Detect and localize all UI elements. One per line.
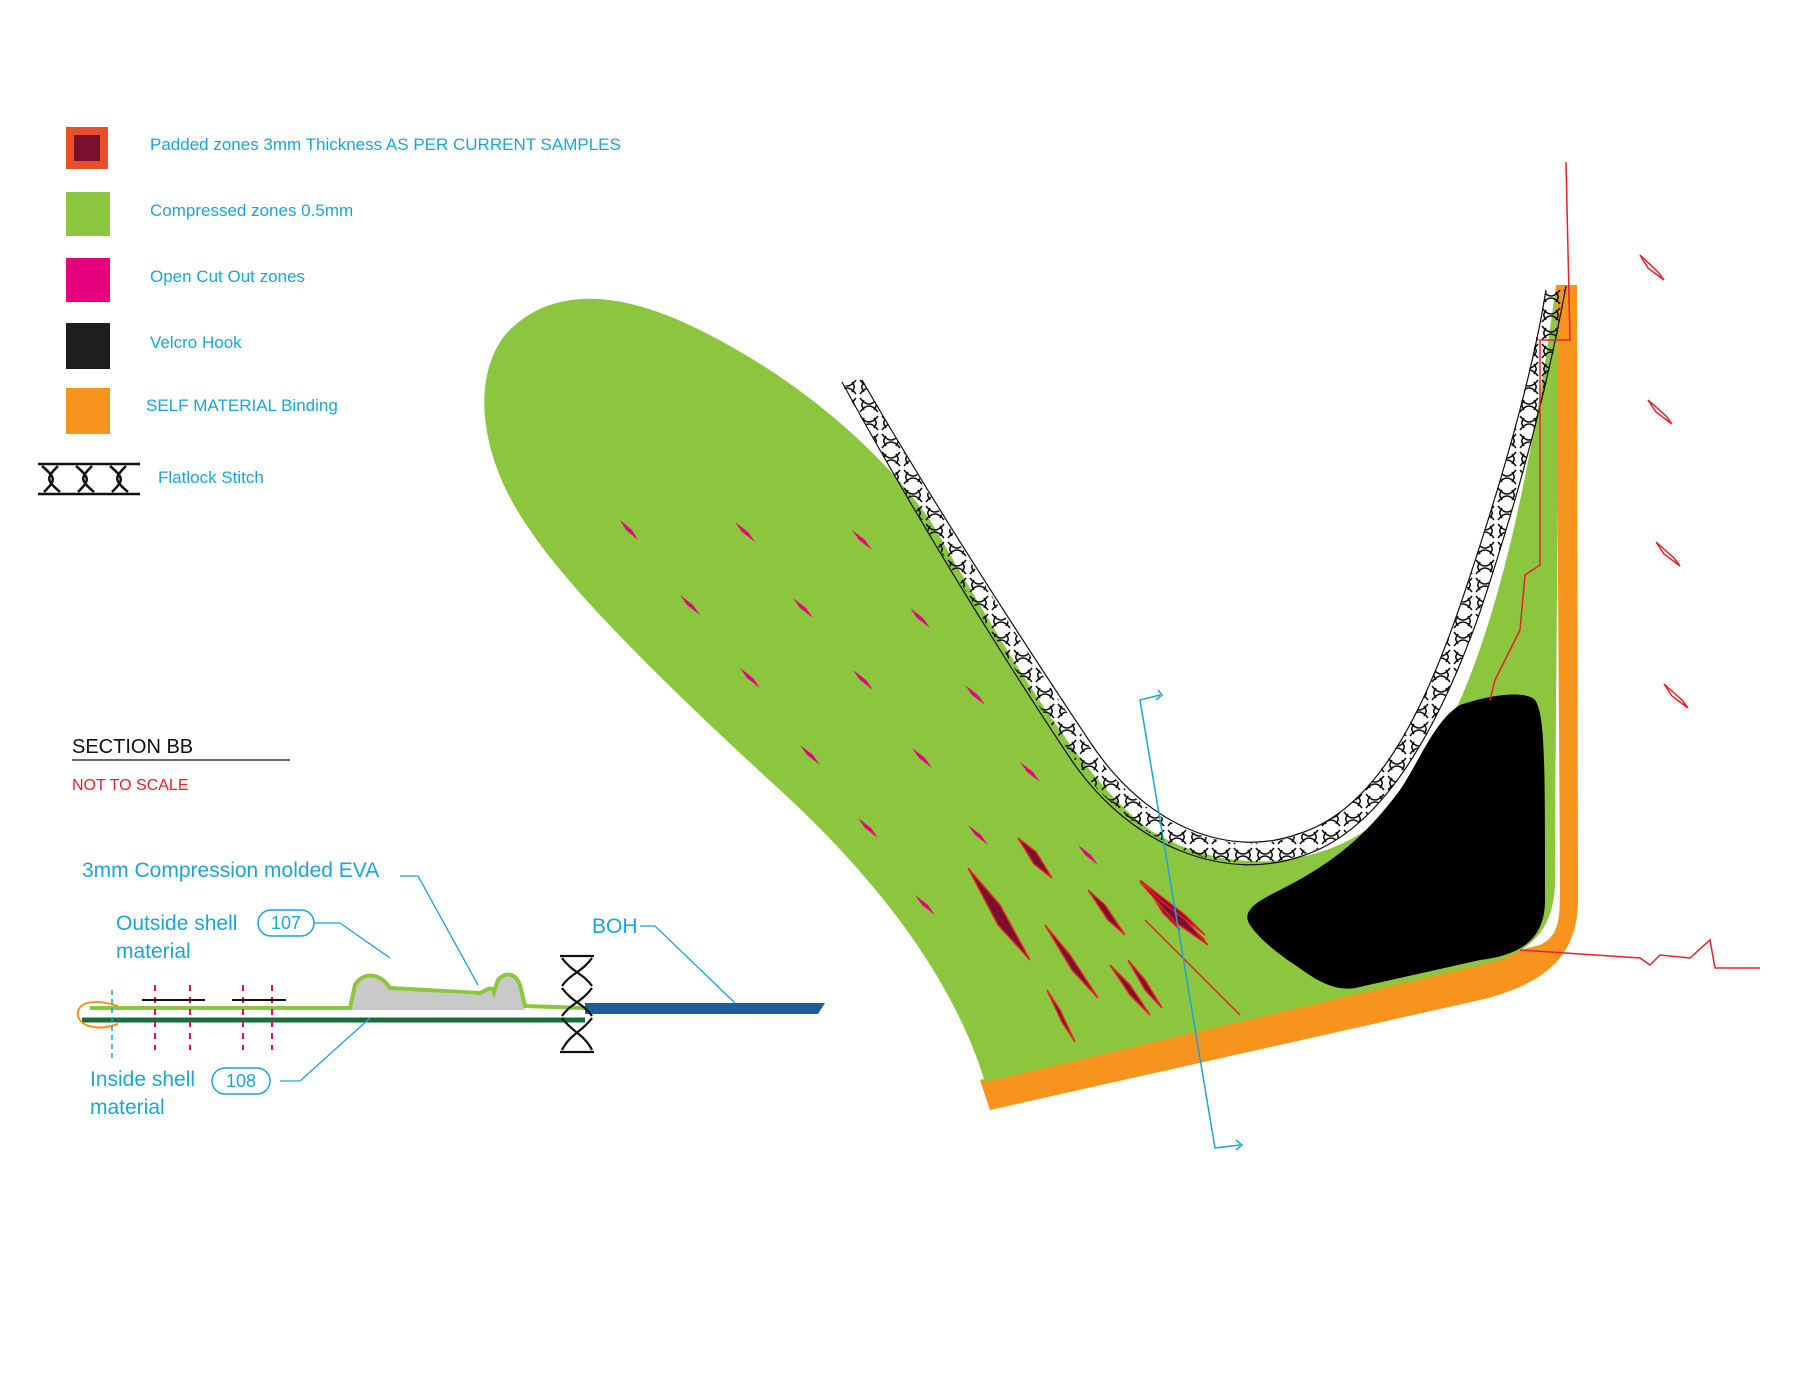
section-title: SECTION BB [72, 736, 193, 758]
flatlock-stitch-seam-edge [841, 285, 1567, 866]
section-callouts [280, 875, 736, 1082]
cutout-zone [965, 685, 985, 705]
padded-zones [967, 837, 1241, 1043]
padded-zone [1139, 879, 1206, 936]
legend-item-flatlock: Flatlock Stitch [38, 462, 264, 496]
padded-swatch-inner [74, 135, 100, 161]
flatlock-stitch-icon [560, 954, 594, 1054]
legend-item-cutout: Open Cut Out zones [66, 258, 305, 302]
section-cut-line [1139, 689, 1244, 1151]
legend-item-compressed: Compressed zones 0.5mm [66, 192, 353, 236]
legend-label-padded: Padded zones 3mm Thickness AS PER CURREN… [150, 135, 621, 154]
inside-shell-label-1: Inside shell [90, 1068, 195, 1091]
inside-leader [280, 1017, 371, 1082]
eva-layer [350, 974, 525, 1010]
legend-label-binding: SELF MATERIAL Binding [146, 396, 338, 415]
cutout-zone [793, 598, 813, 618]
eva-leader [400, 875, 479, 986]
badge-107-text: 107 [271, 913, 301, 933]
padded-zone [1044, 924, 1099, 999]
cutout-zone [735, 522, 755, 542]
velcro-hook-zone [1247, 694, 1545, 989]
cutout-zone [852, 530, 872, 550]
legend-label-velcro: Velcro Hook [150, 333, 242, 352]
badge-107: 107 [257, 909, 315, 937]
legend-label-cutout: Open Cut Out zones [150, 267, 305, 286]
binding-loop [76, 1001, 119, 1029]
cutout-zone [680, 595, 700, 615]
legend: Padded zones 3mm Thickness AS PER CURREN… [38, 127, 621, 496]
padded-zone [1087, 889, 1126, 936]
cutout-zone [912, 748, 932, 768]
boh-leader [640, 925, 736, 1004]
padded-zone [1046, 989, 1076, 1043]
main-panel [484, 161, 1760, 1151]
binding-swatch [66, 388, 110, 434]
cutout-zone [910, 608, 930, 628]
outside-shell-label-2: material [116, 940, 191, 963]
cutout-zone [915, 895, 935, 915]
outside-shell-label-1: Outside shell [116, 912, 237, 935]
padded-zone [1127, 959, 1163, 1009]
legend-label-compressed: Compressed zones 0.5mm [150, 201, 353, 220]
section-layers [76, 954, 825, 1062]
padded-zone [967, 867, 1031, 961]
cutout-zone [968, 825, 988, 845]
legend-item-padded: Padded zones 3mm Thickness AS PER CURREN… [66, 127, 621, 169]
flatlock-stitch-seam [843, 286, 1566, 864]
cutout-zone [1078, 845, 1098, 865]
cutout-zone [740, 668, 760, 688]
cutout-zone [1020, 762, 1040, 782]
flatlock-stitch-icon [38, 462, 140, 496]
badge-108: 108 [211, 1067, 271, 1095]
velcro-swatch [66, 323, 110, 369]
inside-shell-label-2: material [90, 1096, 165, 1119]
reference-line-red [1489, 161, 1760, 969]
cutout-zone [858, 818, 878, 838]
legend-item-binding: SELF MATERIAL Binding [66, 388, 338, 434]
badge-108-text: 108 [226, 1071, 256, 1091]
cutout-zone [853, 670, 873, 690]
boh-label: BOH [592, 915, 638, 938]
outside-leader [312, 922, 391, 959]
cutout-zone [800, 745, 820, 765]
legend-item-velcro: Velcro Hook [66, 323, 242, 369]
outside-shell-line [90, 972, 586, 1010]
boh-band [585, 1003, 825, 1014]
cutout-zones [620, 520, 1098, 915]
legend-label-flatlock: Flatlock Stitch [158, 468, 264, 487]
flatlock-stitch-seam-edge-inner [861, 289, 1547, 843]
compressed-swatch [66, 192, 110, 236]
padded-zone [1017, 837, 1053, 879]
section-note: NOT TO SCALE [72, 777, 188, 794]
section-bb: SECTION BB NOT TO SCALE [72, 736, 825, 1119]
cutout-zone [620, 520, 638, 540]
padded-zone [1144, 919, 1241, 1016]
cutout-swatch [66, 258, 110, 302]
padded-zone [1109, 964, 1151, 1016]
eva-label: 3mm Compression molded EVA [82, 859, 379, 882]
